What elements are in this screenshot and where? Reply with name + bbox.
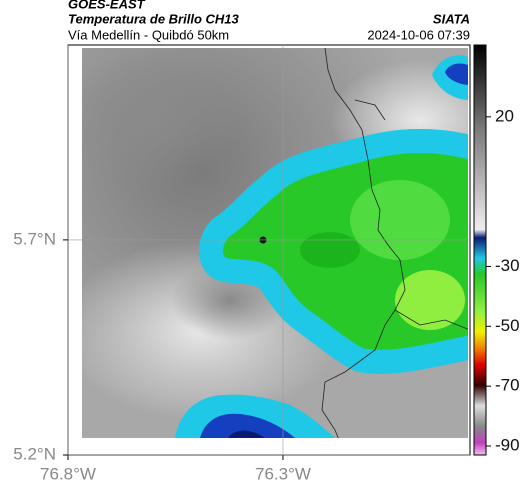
x-tick-label: 76.3°W	[255, 464, 311, 483]
satellite-image	[82, 48, 468, 438]
subtitle: Temperatura de Brillo CH13	[68, 11, 240, 26]
y-tick-label: 5.2°N	[13, 444, 56, 463]
colorbar-label: 20	[495, 106, 514, 125]
colorbar-label: -50	[495, 316, 520, 335]
colorbar-label: -90	[495, 436, 520, 455]
colorbar-label: -70	[495, 376, 520, 395]
region: Vía Medellín - Quibdó 50km	[68, 27, 229, 42]
y-tick-label: 5.7°N	[13, 229, 56, 248]
timestamp: 2024-10-06 07:39	[367, 27, 470, 42]
source: SIATA	[433, 11, 470, 26]
title: GOES-EAST	[68, 0, 146, 11]
colorbar	[473, 44, 487, 456]
x-tick-label: 76.8°W	[40, 464, 96, 483]
colorbar-label: -30	[495, 256, 520, 275]
